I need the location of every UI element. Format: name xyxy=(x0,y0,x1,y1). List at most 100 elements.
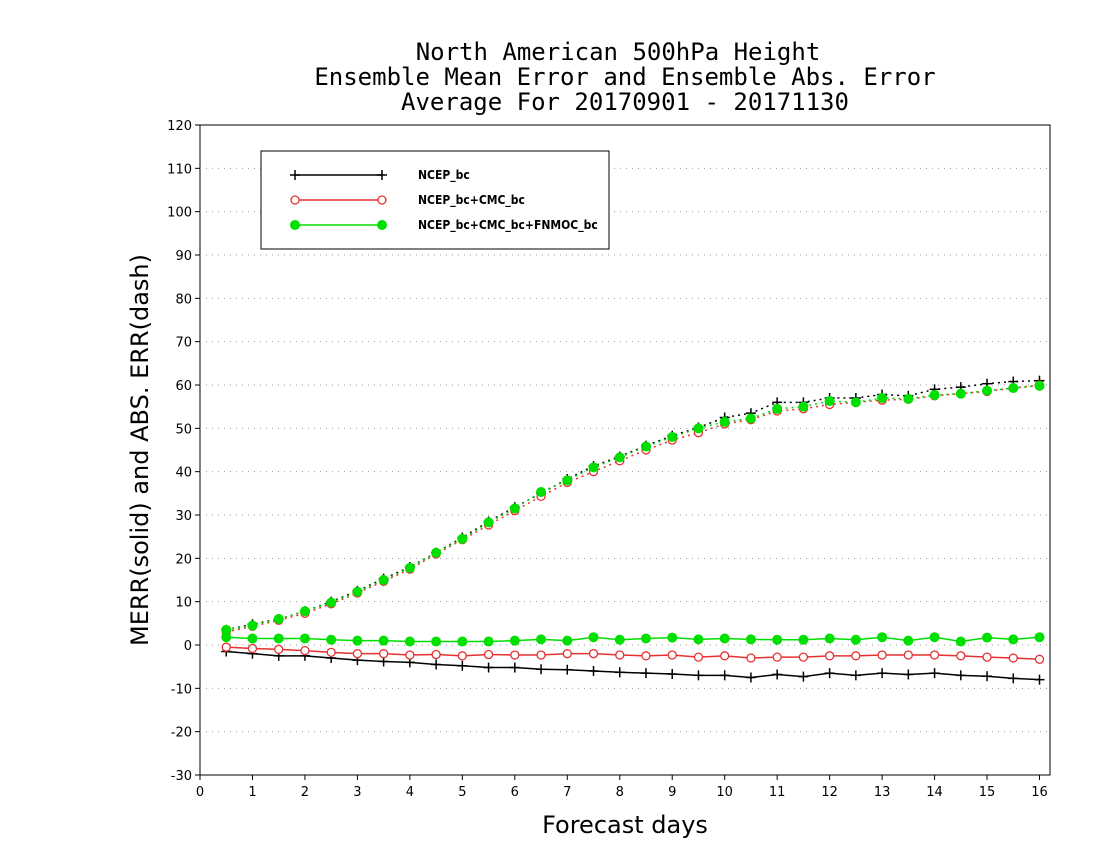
abs-err-point xyxy=(693,423,704,434)
abs-err-point xyxy=(431,547,442,558)
x-axis-label: Forecast days xyxy=(542,811,708,839)
merr-point xyxy=(1034,674,1045,685)
y-tick-label: 80 xyxy=(175,292,192,307)
abs-err-point xyxy=(824,396,835,407)
y-tick-label: 120 xyxy=(167,119,192,134)
merr-point xyxy=(536,650,546,660)
merr-point xyxy=(378,649,389,659)
merr-point xyxy=(903,669,914,680)
abs-err-point xyxy=(772,403,783,414)
y-tick-label: 110 xyxy=(167,162,192,177)
x-tick-label: 4 xyxy=(406,785,414,800)
x-tick-label: 9 xyxy=(668,785,676,800)
y-axis-label: MERR(solid) and ABS. ERR(dash) xyxy=(126,254,154,646)
legend-item: NCEP_bc+CMC_bc xyxy=(290,193,525,208)
legend-marker xyxy=(290,170,300,180)
plot-area xyxy=(199,124,1051,776)
series-2 xyxy=(221,380,1045,664)
merr-point xyxy=(667,669,678,680)
abs-err-point xyxy=(1034,380,1045,391)
merr-point xyxy=(562,664,573,675)
merr-point xyxy=(798,671,809,682)
merr-point xyxy=(903,635,914,646)
merr-point xyxy=(274,644,284,654)
y-tick-label: 30 xyxy=(175,509,192,524)
merr-point xyxy=(982,671,993,682)
merr-point xyxy=(300,645,310,656)
legend-marker xyxy=(377,220,387,230)
merr-point xyxy=(352,635,363,646)
merr-point xyxy=(615,650,625,660)
merr-point xyxy=(772,634,783,645)
merr-point xyxy=(1008,673,1019,684)
y-tick-label: 50 xyxy=(175,422,192,437)
merr-point xyxy=(1034,632,1045,643)
x-tick-label: 16 xyxy=(1031,785,1048,800)
merr-point xyxy=(562,635,573,646)
merr-point xyxy=(431,659,442,670)
title-line-2: Ensemble Mean Error and Ensemble Abs. Er… xyxy=(314,63,935,91)
merr-point xyxy=(1008,634,1019,645)
legend-item: NCEP_bc+CMC_bc+FNMOC_bc xyxy=(290,218,598,233)
x-tick-label: 12 xyxy=(821,785,838,800)
merr-point xyxy=(956,651,966,661)
abs-err-point xyxy=(352,586,363,597)
merr-point xyxy=(798,652,809,662)
merr-point xyxy=(483,649,494,660)
merr-line xyxy=(226,636,1040,643)
x-tick-label: 2 xyxy=(301,785,309,800)
merr-point xyxy=(641,651,651,661)
merr-point xyxy=(824,651,835,661)
merr-point xyxy=(510,650,520,660)
x-tick-label: 3 xyxy=(353,785,361,800)
abs-err-point xyxy=(536,487,547,498)
merr-point xyxy=(719,670,730,681)
abs-err-line xyxy=(226,379,1040,631)
merr-point xyxy=(457,660,468,671)
merr-point xyxy=(273,633,284,644)
merr-point xyxy=(877,632,888,643)
legend-label: NCEP_bc+CMC_bc xyxy=(418,193,525,208)
merr-point xyxy=(850,634,861,645)
abs-err-point xyxy=(326,597,337,608)
merr-point xyxy=(746,653,756,663)
merr-point xyxy=(588,666,599,676)
merr-point xyxy=(431,636,442,647)
abs-err-point xyxy=(299,606,310,617)
abs-err-point xyxy=(588,462,599,473)
legend-label: NCEP_bc+CMC_bc+FNMOC_bc xyxy=(418,218,598,233)
y-tick-label: 20 xyxy=(175,552,192,567)
legend-marker xyxy=(290,195,300,205)
title-line-1: North American 500hPa Height xyxy=(416,38,821,66)
abs-err-point xyxy=(877,393,888,403)
abs-err-point xyxy=(273,614,284,624)
merr-point xyxy=(955,670,966,681)
abs-err-point xyxy=(667,432,678,442)
merr-point xyxy=(719,633,730,644)
merr-point xyxy=(693,652,704,662)
abs-err-point xyxy=(929,389,940,400)
gridlines xyxy=(200,167,1050,733)
merr-point xyxy=(640,633,651,644)
merr-point xyxy=(640,668,651,679)
merr-point xyxy=(772,669,783,680)
merr-point xyxy=(667,650,677,660)
x-tick-label: 8 xyxy=(616,785,624,800)
merr-point xyxy=(431,649,441,660)
merr-point xyxy=(509,635,520,646)
legend-marker xyxy=(290,220,300,230)
abs-err-point xyxy=(955,388,966,399)
merr-point xyxy=(588,649,599,659)
abs-err-point xyxy=(614,452,625,463)
x-axis: 0 1 2 3 4 5 6 7 8 9 10 11 12 13 14 15 16 xyxy=(196,775,1048,800)
x-tick-label: 0 xyxy=(196,785,204,800)
merr-point xyxy=(326,634,337,645)
merr-point xyxy=(955,636,966,647)
abs-err-point xyxy=(798,401,809,412)
legend-item: NCEP_bc xyxy=(290,168,470,183)
merr-point xyxy=(798,634,809,645)
merr-point xyxy=(877,668,888,679)
y-tick-label: -30 xyxy=(171,769,192,784)
merr-point xyxy=(483,636,494,647)
